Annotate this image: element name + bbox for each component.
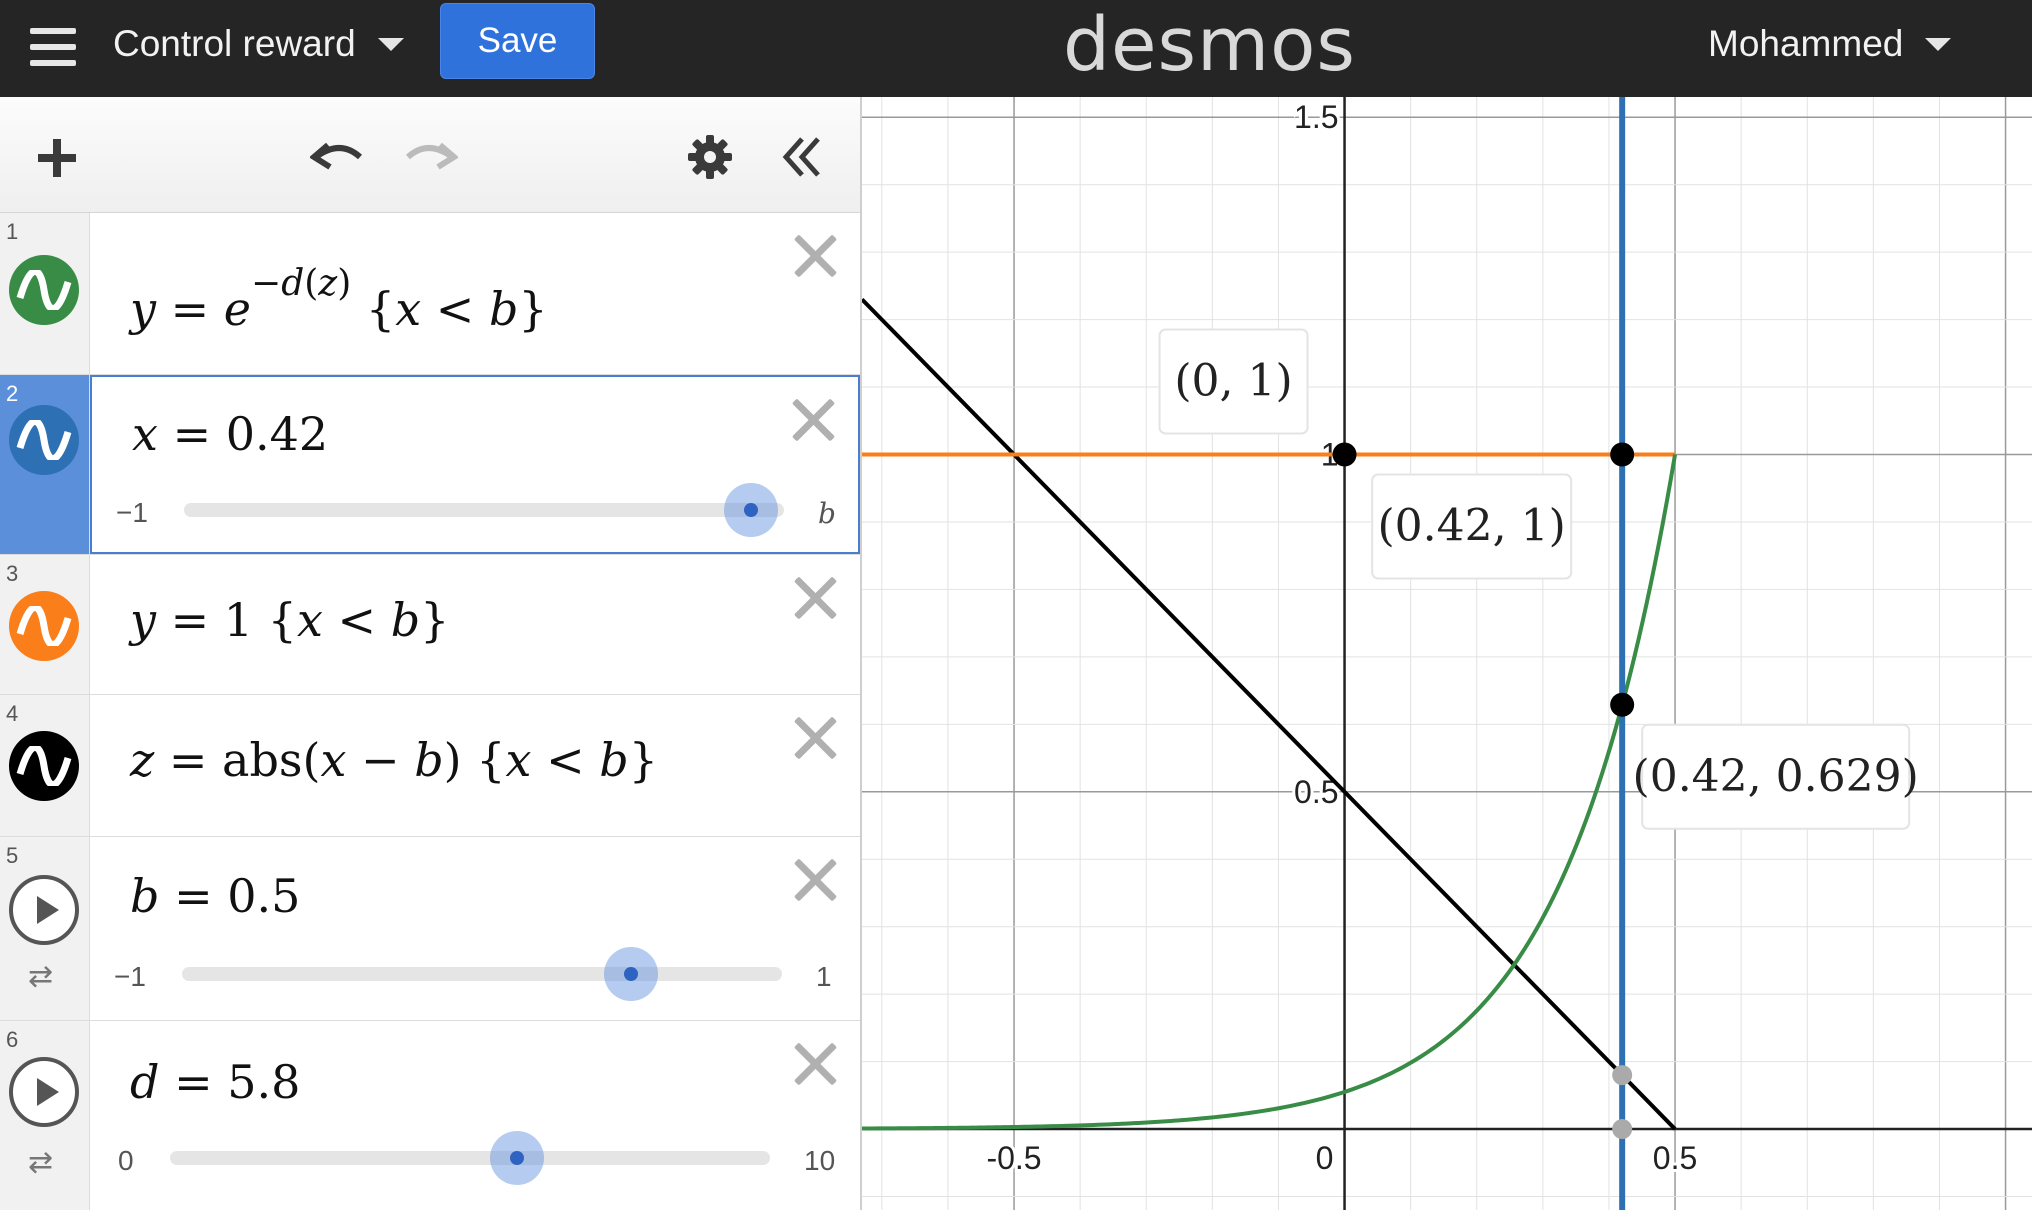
slider-min[interactable]: 0: [118, 1145, 134, 1176]
x-tick-label: 0.5: [1653, 1140, 1697, 1176]
expression-math[interactable]: x = 0.42: [132, 407, 329, 461]
save-button[interactable]: Save: [440, 3, 595, 79]
expression-body[interactable]: y = e−d(z) {x < b}: [90, 213, 860, 374]
play-icon[interactable]: [9, 1057, 79, 1127]
expression-row[interactable]: 1 y = e−d(z) {x < b}: [0, 213, 860, 375]
expression-body[interactable]: z = abs(x − b) {x < b}: [90, 695, 860, 836]
slider-track[interactable]: [184, 503, 784, 517]
curve-exponential: [862, 454, 1678, 1131]
expression-row[interactable]: 6 ⇄ d = 5.8 0 10: [0, 1021, 860, 1210]
point-marker[interactable]: [1610, 692, 1635, 717]
point-label: (0.42, 0.629): [1633, 751, 1919, 802]
expression-row[interactable]: 2 x = 0.42 −1 b: [0, 375, 860, 555]
expression-body[interactable]: x = 0.42 −1 b: [90, 375, 860, 554]
curve-z-abs: [862, 297, 1677, 1131]
slider-thumb[interactable]: [490, 1131, 544, 1185]
settings-gear-icon[interactable]: [686, 133, 734, 181]
redo-icon[interactable]: [402, 133, 458, 177]
collapse-panel-icon[interactable]: [778, 133, 826, 181]
delete-expression-icon[interactable]: [790, 397, 836, 443]
graph-title: Control reward: [113, 23, 356, 64]
graph-paper[interactable]: -0.5 0 0.5 0.5 1 1.5 (0, 1) (0.42, 1) (0.42, 0.6…: [862, 97, 2032, 1210]
expression-math[interactable]: y = 1 {x < b}: [130, 593, 450, 647]
undo-icon[interactable]: [310, 133, 366, 177]
add-expression-icon[interactable]: [34, 135, 80, 181]
expression-gutter: 5 ⇄: [0, 837, 90, 1020]
point-marker[interactable]: [1332, 442, 1357, 467]
x-tick-label: -0.5: [986, 1140, 1041, 1176]
point-label: (0, 1): [1174, 356, 1292, 407]
desmos-logo: desmos: [1063, 2, 1356, 88]
delete-expression-icon[interactable]: [792, 1041, 838, 1087]
user-menu[interactable]: Mohammed: [1708, 20, 1952, 68]
slider-min[interactable]: −1: [116, 497, 148, 528]
point-marker[interactable]: [1610, 442, 1635, 467]
slider-track[interactable]: [182, 967, 782, 981]
expression-math[interactable]: d = 5.8: [130, 1055, 301, 1109]
wave-icon[interactable]: [9, 405, 79, 475]
delete-expression-icon[interactable]: [792, 715, 838, 761]
expression-gutter: 4: [0, 695, 90, 836]
point-label-box[interactable]: [1641, 723, 1911, 830]
play-icon[interactable]: [9, 875, 79, 945]
menu-icon[interactable]: [30, 26, 76, 66]
slider-max[interactable]: 10: [804, 1145, 836, 1176]
delete-expression-icon[interactable]: [792, 575, 838, 621]
slider-max[interactable]: b: [818, 497, 836, 530]
y-tick-label: 1.5: [1294, 99, 1338, 135]
graph-canvas[interactable]: -0.5 0 0.50.511.5(0, 1)(0.42, 1)(0.42, 0.6…: [862, 97, 2032, 1210]
delete-expression-icon[interactable]: [792, 857, 838, 903]
expression-index: 4: [6, 701, 19, 726]
expression-toolbar: [0, 97, 860, 213]
expression-index: 3: [6, 561, 19, 586]
slider-thumb[interactable]: [724, 483, 778, 537]
point-label-box[interactable]: [1371, 473, 1573, 580]
expression-body[interactable]: d = 5.8 0 10: [90, 1021, 860, 1210]
expression-body[interactable]: b = 0.5 −1 1: [90, 837, 860, 1020]
expression-math[interactable]: b = 0.5: [130, 869, 301, 923]
intersection-point[interactable]: [1612, 1065, 1633, 1086]
expression-math[interactable]: z = abs(x − b) {x < b}: [130, 733, 658, 787]
point-label-box[interactable]: [1158, 328, 1309, 435]
wave-icon[interactable]: [9, 591, 79, 661]
user-name: Mohammed: [1708, 23, 1904, 64]
expression-index: 5: [6, 843, 19, 868]
slider-min[interactable]: −1: [114, 961, 146, 992]
top-bar: Control reward Save desmos Mohammed: [0, 0, 2032, 97]
expression-body[interactable]: y = 1 {x < b}: [90, 555, 860, 694]
chevron-down-icon: [377, 37, 404, 51]
expression-gutter: 2: [0, 375, 90, 554]
expression-math[interactable]: y = e−d(z) {x < b}: [130, 263, 548, 336]
point-label: (0.42, 1): [1378, 501, 1566, 552]
intersection-point[interactable]: [1612, 1119, 1633, 1140]
expression-gutter: 1: [0, 213, 90, 374]
loop-icon[interactable]: ⇄: [28, 1146, 54, 1179]
expression-row[interactable]: 4 z = abs(x − b) {x < b}: [0, 695, 860, 837]
slider-thumb[interactable]: [604, 947, 658, 1001]
wave-icon[interactable]: [9, 255, 79, 325]
slider-track[interactable]: [170, 1151, 770, 1165]
expression-row[interactable]: 5 ⇄ b = 0.5 −1 1: [0, 837, 860, 1021]
expression-index: 1: [6, 219, 19, 244]
x-tick-label: 0: [1316, 1140, 1334, 1176]
loop-icon[interactable]: ⇄: [28, 960, 54, 993]
expression-index: 2: [6, 381, 19, 406]
wave-icon[interactable]: [9, 731, 79, 801]
expression-row[interactable]: 3 y = 1 {x < b}: [0, 555, 860, 695]
expression-index: 6: [6, 1027, 19, 1052]
expression-gutter: 3: [0, 555, 90, 694]
chevron-down-icon: [1925, 37, 1952, 51]
slider-max[interactable]: 1: [816, 961, 832, 992]
expression-gutter: 6 ⇄: [0, 1021, 90, 1210]
delete-expression-icon[interactable]: [792, 233, 838, 279]
graph-title-dropdown[interactable]: Control reward: [113, 20, 404, 68]
expression-panel: 1 y = e−d(z) {x < b} 2 x = 0.42 −1 b: [0, 97, 862, 1210]
